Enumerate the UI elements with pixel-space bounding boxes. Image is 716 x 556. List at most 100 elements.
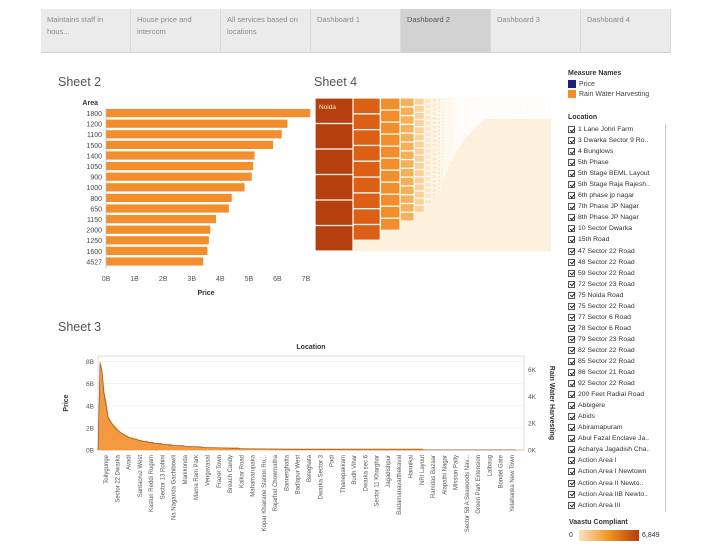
- treemap-cell[interactable]: [315, 123, 353, 149]
- treemap-cell[interactable]: [463, 105, 466, 107]
- treemap-cell[interactable]: [452, 117, 455, 119]
- treemap-cell[interactable]: [353, 177, 381, 193]
- treemap-cell[interactable]: [461, 104, 464, 106]
- treemap-cell[interactable]: [448, 151, 451, 153]
- sheet2-bar[interactable]: [106, 225, 211, 234]
- treemap-cell[interactable]: [448, 113, 451, 116]
- treemap-cell[interactable]: [414, 98, 425, 106]
- treemap-cell[interactable]: [431, 143, 437, 148]
- treemap-cell[interactable]: [459, 136, 462, 138]
- treemap-cell[interactable]: [454, 142, 457, 145]
- sheet2-bar[interactable]: [106, 172, 252, 181]
- treemap-cell[interactable]: [457, 119, 459, 122]
- treemap-cell[interactable]: [463, 127, 466, 129]
- treemap-cell[interactable]: [448, 163, 451, 165]
- location-filter-item[interactable]: 7th Phase JP Nagar: [568, 201, 665, 212]
- treemap-cell[interactable]: [443, 166, 446, 170]
- location-filter-item[interactable]: 8th Phase JP Nagar: [568, 212, 665, 223]
- treemap-cell[interactable]: [431, 183, 437, 188]
- treemap-cell[interactable]: [457, 114, 459, 116]
- treemap-cell[interactable]: [414, 105, 425, 113]
- treemap-cell[interactable]: [459, 101, 462, 103]
- treemap-cell[interactable]: [446, 107, 448, 110]
- treemap-cell[interactable]: [443, 150, 446, 153]
- treemap-cell[interactable]: [437, 121, 441, 125]
- treemap-cell[interactable]: [454, 107, 457, 109]
- treemap-cell[interactable]: [431, 107, 437, 112]
- treemap-cell[interactable]: [441, 148, 444, 152]
- treemap-cell[interactable]: [463, 102, 466, 104]
- treemap-cell[interactable]: [448, 109, 451, 112]
- treemap-cell[interactable]: [459, 110, 462, 112]
- treemap-cell[interactable]: [437, 159, 441, 164]
- treemap-cell[interactable]: [457, 106, 459, 108]
- treemap-cell[interactable]: [446, 130, 448, 133]
- treemap-cell[interactable]: [414, 169, 425, 177]
- checkbox-checked-icon[interactable]: [568, 313, 575, 321]
- treemap-cell[interactable]: [424, 98, 432, 104]
- treemap-cell[interactable]: [448, 141, 451, 144]
- treemap-cell[interactable]: [452, 147, 455, 149]
- treemap-cell[interactable]: [452, 104, 455, 106]
- sheet2-bar[interactable]: [106, 236, 209, 245]
- treemap-cell[interactable]: [459, 129, 462, 131]
- treemap-cell[interactable]: [463, 130, 466, 132]
- treemap-cell[interactable]: [457, 146, 459, 148]
- treemap-cell[interactable]: [452, 156, 455, 158]
- treemap-cell[interactable]: [549, 117, 551, 119]
- treemap-cell[interactable]: [457, 148, 459, 150]
- location-filter-item[interactable]: 59 Sector 22 Road: [568, 268, 665, 279]
- treemap-cell[interactable]: [459, 99, 462, 101]
- treemap-cell[interactable]: [463, 120, 466, 122]
- checkbox-checked-icon[interactable]: [568, 324, 575, 332]
- treemap-cell[interactable]: [450, 98, 453, 100]
- treemap-cell[interactable]: [452, 148, 455, 150]
- treemap-cell[interactable]: [454, 133, 457, 135]
- treemap-cell[interactable]: [446, 121, 448, 124]
- treemap-cell[interactable]: [443, 158, 446, 161]
- treemap-cell[interactable]: [424, 198, 432, 205]
- treemap-cell[interactable]: [457, 132, 459, 134]
- treemap-cell[interactable]: [459, 141, 462, 143]
- treemap-cell[interactable]: [450, 103, 453, 105]
- treemap-cell[interactable]: [529, 117, 532, 119]
- treemap-cell[interactable]: [452, 113, 455, 115]
- treemap-cell[interactable]: [457, 102, 459, 104]
- checkbox-checked-icon[interactable]: [568, 203, 575, 211]
- treemap-cell[interactable]: [459, 123, 462, 125]
- treemap-cell[interactable]: [353, 224, 381, 241]
- treemap-cell[interactable]: [414, 176, 425, 184]
- tab-all-services-based-on-locations[interactable]: All services based on locations: [221, 9, 311, 53]
- treemap-cell[interactable]: [457, 116, 459, 118]
- treemap-cell[interactable]: [448, 106, 451, 108]
- treemap-cell[interactable]: [448, 125, 451, 128]
- treemap-cell[interactable]: [431, 102, 437, 107]
- sheet2-bar[interactable]: [106, 183, 245, 192]
- checkbox-checked-icon[interactable]: [568, 192, 575, 200]
- treemap-cell[interactable]: [448, 165, 451, 167]
- treemap-cell[interactable]: [459, 107, 462, 109]
- treemap-cell[interactable]: [431, 147, 437, 152]
- treemap-cell[interactable]: [459, 127, 462, 129]
- tab-dashboard-2[interactable]: Dashboard 2: [401, 9, 491, 53]
- checkbox-checked-icon[interactable]: [568, 402, 575, 410]
- treemap-cell[interactable]: [461, 107, 464, 109]
- treemap-cell[interactable]: [461, 107, 464, 110]
- treemap-cell[interactable]: [450, 131, 453, 133]
- treemap-cell[interactable]: [437, 132, 441, 137]
- treemap-cell[interactable]: [431, 134, 437, 139]
- treemap-cell[interactable]: [380, 98, 400, 110]
- treemap-cell[interactable]: [463, 103, 466, 105]
- treemap-cell[interactable]: [446, 158, 448, 161]
- sheet2-bar[interactable]: [106, 204, 229, 213]
- treemap-cell[interactable]: [457, 141, 459, 143]
- treemap-cell[interactable]: [454, 103, 457, 105]
- treemap-cell[interactable]: [380, 146, 400, 158]
- treemap-cell[interactable]: [461, 132, 464, 134]
- treemap-cell[interactable]: [457, 121, 459, 123]
- treemap-cell[interactable]: [441, 145, 444, 149]
- tab-house-price-and-intercom[interactable]: House price and intercom: [131, 9, 221, 53]
- treemap-cell[interactable]: [454, 110, 457, 112]
- treemap-cell[interactable]: [446, 151, 448, 154]
- treemap-cell[interactable]: [459, 103, 462, 105]
